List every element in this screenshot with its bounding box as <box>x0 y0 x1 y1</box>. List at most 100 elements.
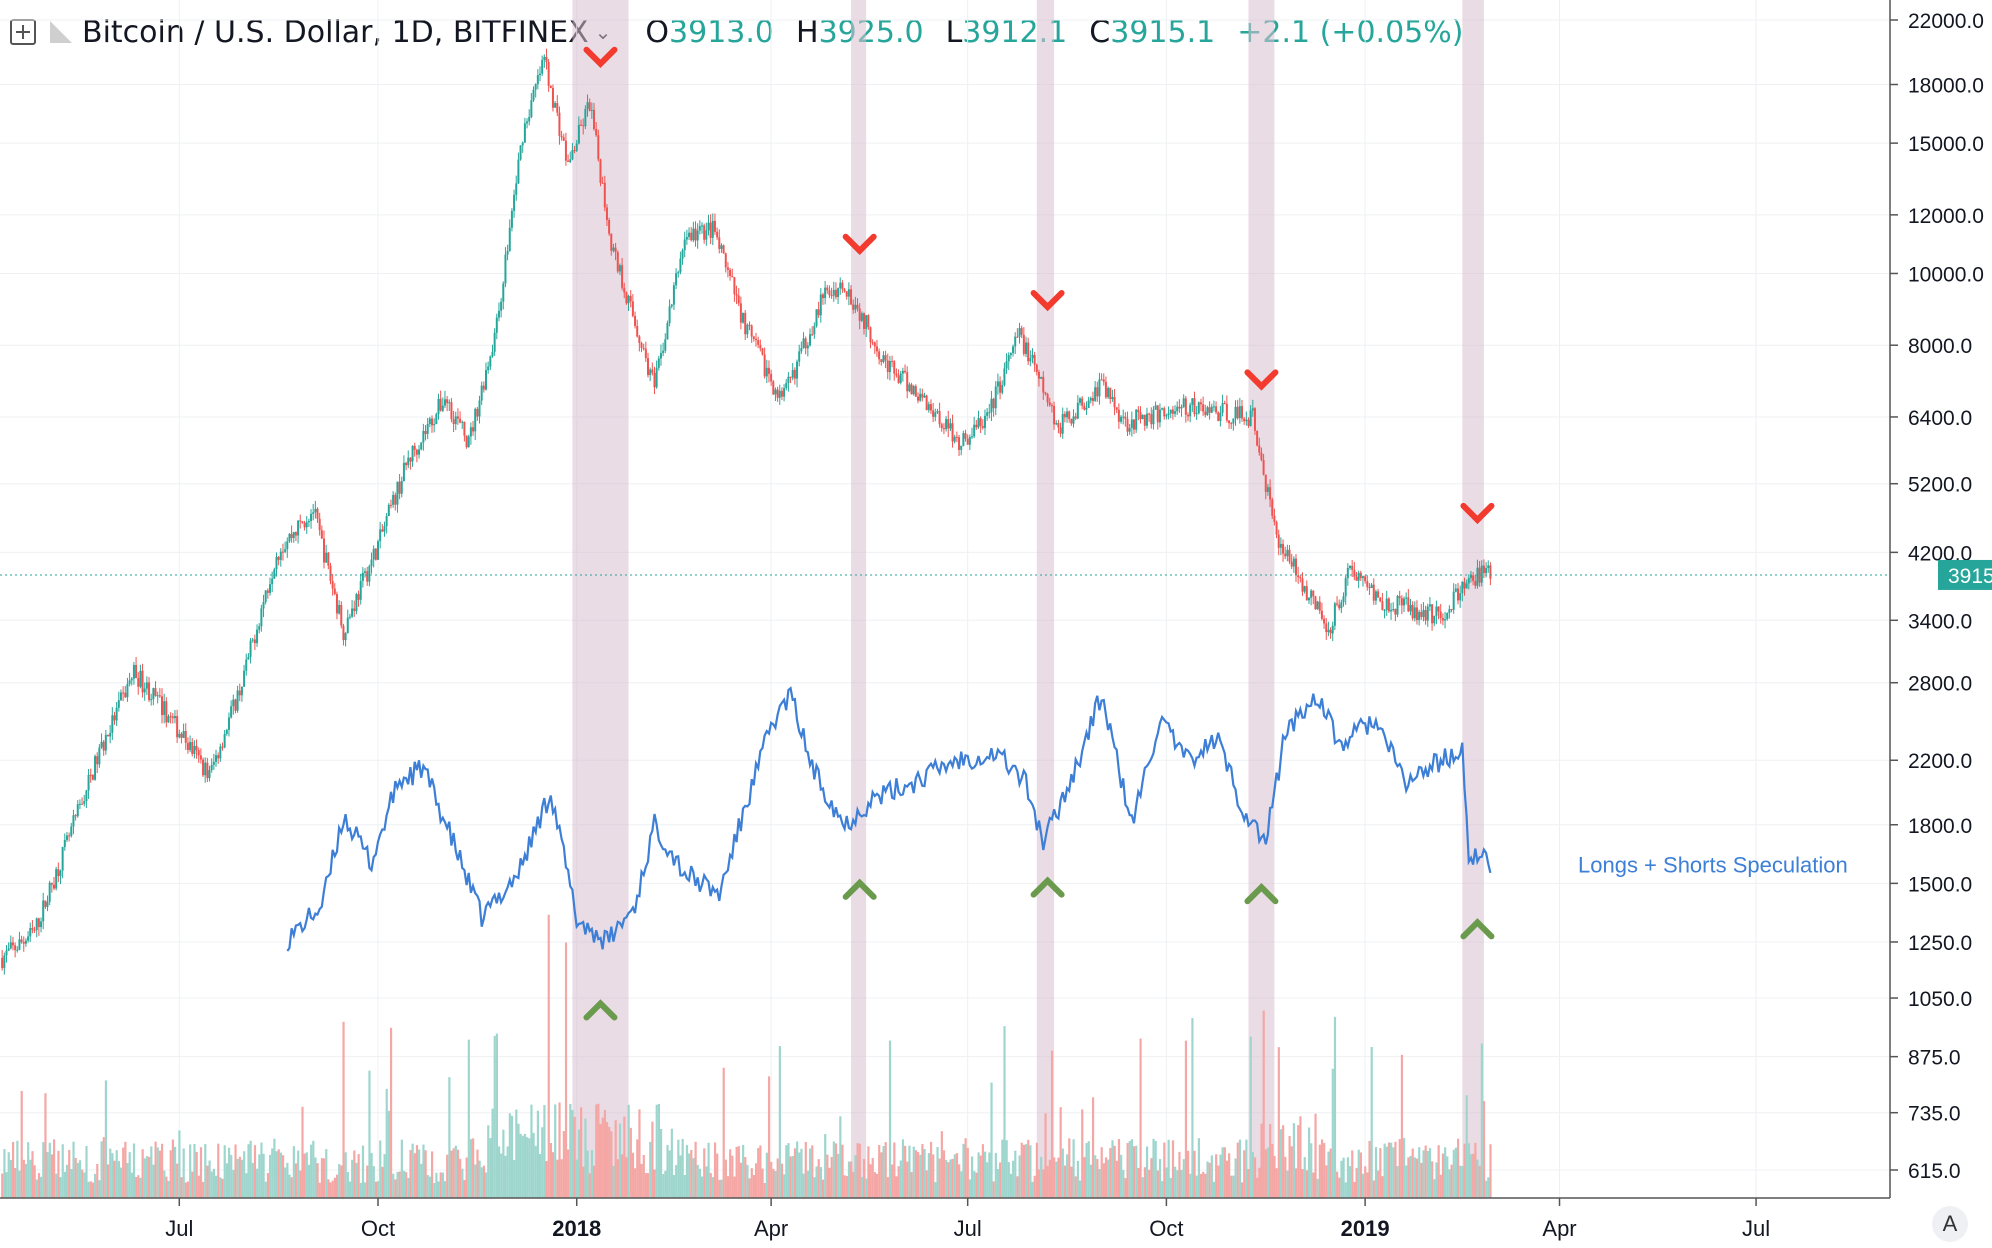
candle-body <box>586 102 589 109</box>
candle-body <box>42 900 45 922</box>
volume-bar <box>709 1173 712 1198</box>
volume-bar <box>588 1173 591 1198</box>
volume-bar <box>443 1181 447 1198</box>
candle-body <box>806 345 809 349</box>
candle-body <box>20 939 23 943</box>
volume-bar <box>1184 1040 1188 1198</box>
volume-bar <box>1016 1176 1019 1198</box>
candle-body <box>796 361 799 379</box>
candle-body <box>431 418 433 426</box>
volume-bar <box>1165 1167 1168 1198</box>
candle-body <box>1398 596 1401 599</box>
volume-bar <box>737 1146 740 1198</box>
volume-bar <box>474 1164 477 1198</box>
candle-body <box>463 421 466 436</box>
candle-body <box>696 230 699 241</box>
candle-body <box>847 289 850 297</box>
candle-body <box>398 481 401 494</box>
candle-body <box>625 292 628 304</box>
candle-body <box>901 370 904 374</box>
candle-body <box>31 928 34 930</box>
volume-bar <box>301 1106 304 1198</box>
candle-body <box>767 367 770 374</box>
volume-bar <box>813 1177 816 1198</box>
candle-body <box>480 385 483 401</box>
volume-bar <box>1249 1036 1252 1198</box>
candle-body <box>1154 405 1157 410</box>
candle-body <box>132 664 135 679</box>
auto-scale-button[interactable]: A <box>1932 1206 1968 1242</box>
candle-body <box>908 384 911 392</box>
volume-bar <box>1098 1169 1101 1198</box>
volume-bar <box>286 1162 289 1198</box>
volume-bar <box>374 1181 378 1198</box>
volume-bar <box>906 1161 909 1198</box>
x-tick-label: Oct <box>1149 1216 1183 1241</box>
candle-body <box>1148 413 1151 415</box>
volume-bar <box>346 1172 349 1198</box>
candle-body <box>437 398 440 415</box>
candle-body <box>22 942 25 944</box>
candle-body <box>875 346 878 352</box>
volume-bar <box>1450 1164 1453 1198</box>
volume-bar <box>197 1175 200 1198</box>
volume-bar <box>1355 1167 1358 1198</box>
candle-body <box>711 220 714 238</box>
candle-body <box>906 372 909 392</box>
candle-body <box>863 313 865 329</box>
candle-body <box>335 594 338 614</box>
candle-body <box>1044 392 1047 394</box>
candle-body <box>590 109 593 111</box>
candle-body <box>55 869 58 889</box>
candle-body <box>1187 414 1189 417</box>
flag-icon[interactable] <box>50 21 72 43</box>
volume-bar <box>1485 1180 1488 1198</box>
candle-body <box>1487 565 1490 569</box>
candle-body <box>1323 618 1326 624</box>
volume-bar <box>1325 1165 1328 1198</box>
candle-body <box>1238 406 1241 419</box>
candle-body <box>571 150 574 160</box>
volume-bar <box>433 1182 436 1198</box>
volume-bar <box>761 1168 764 1198</box>
candle-body <box>1171 409 1174 414</box>
candle-body <box>340 604 343 626</box>
candle-body <box>556 103 559 113</box>
candle-body <box>467 436 470 448</box>
volume-bar <box>1474 1142 1477 1198</box>
volume-bar <box>1230 1175 1233 1198</box>
volume-bar <box>1359 1152 1362 1198</box>
candle-body <box>713 220 716 232</box>
candle-body <box>1450 609 1453 611</box>
candle-body <box>739 303 742 323</box>
volume-bar <box>897 1166 900 1198</box>
volume-bar <box>269 1154 272 1198</box>
volume-bar <box>495 1033 498 1198</box>
candle-body <box>854 304 857 310</box>
candle-body <box>1033 354 1036 365</box>
volume-bar <box>72 1141 75 1198</box>
volume-bar <box>1418 1147 1421 1198</box>
candle-body <box>677 272 680 274</box>
volume-bar <box>420 1163 423 1198</box>
volume-bar <box>1083 1157 1086 1198</box>
candle-body <box>832 289 835 296</box>
volume-bar <box>534 1145 537 1198</box>
candle-body <box>860 313 863 321</box>
volume-bar <box>394 1179 397 1198</box>
volume-bar <box>1070 1166 1073 1198</box>
volume-bar <box>1040 1156 1043 1198</box>
candle-body <box>1452 591 1455 610</box>
candle-body <box>1459 593 1462 601</box>
candle-body <box>968 436 971 445</box>
candle-body <box>288 533 291 542</box>
volume-bar <box>971 1156 974 1198</box>
volume-bar <box>340 1165 343 1198</box>
candle-body <box>1089 398 1092 401</box>
candle-body <box>459 418 462 423</box>
candle-body <box>72 815 75 827</box>
candle-body <box>1202 404 1205 412</box>
candle-body <box>1279 543 1282 548</box>
candle-body <box>888 361 891 373</box>
